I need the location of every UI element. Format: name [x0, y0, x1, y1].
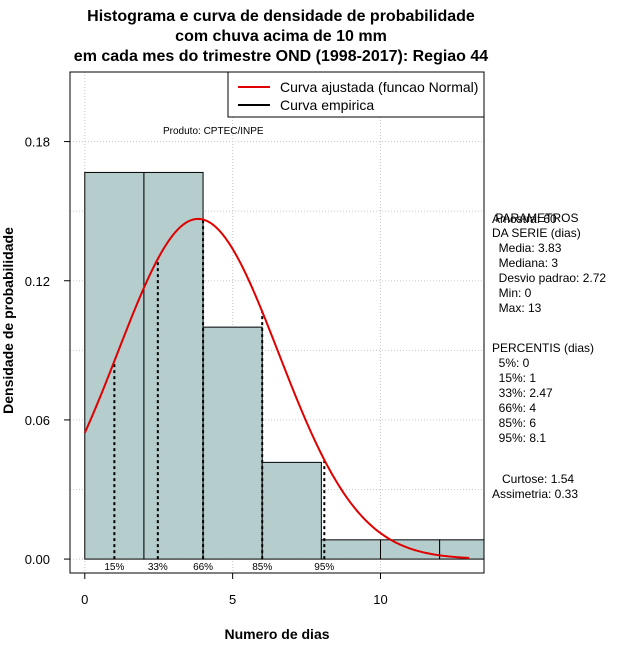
histogram-bar: [143, 171, 204, 560]
axes: 0 5 10 0.00 0.06 0.12 0.18: [25, 135, 388, 607]
percentile-lines: 15% 33% 66% 85% 95%: [104, 219, 334, 573]
percentile-label: 66%: [193, 562, 213, 573]
percentile-label: 15%: [104, 562, 124, 573]
sample-size: Amostra: 60: [492, 212, 557, 226]
percentile-label: 95%: [314, 562, 334, 573]
parameter-line: Min: 0: [492, 286, 532, 300]
percentile-stat-line: 5%: 0: [492, 356, 530, 370]
y-tick-label: 0.06: [25, 413, 50, 428]
histogram-bar: [202, 326, 263, 560]
percentile-stat-line: 85%: 6: [492, 416, 537, 430]
histogram-bar: [320, 539, 382, 560]
parameter-line: Media: 3.83: [492, 241, 562, 255]
title-line: em cada mes do trimestre OND (1998-2017)…: [74, 48, 489, 65]
y-tick-label: 0.18: [25, 135, 50, 150]
normal-curve-line: [83, 217, 470, 559]
parameter-line: Desvio padrao: 2.72: [492, 271, 607, 285]
y-axis-label: Densidade de probabilidade: [0, 227, 16, 414]
percentile-stat-line: 15%: 1: [492, 371, 537, 385]
shape-stat-line: Assimetria: 0.33: [492, 487, 579, 501]
percentile-stat-line: 33%: 2.47: [492, 386, 553, 400]
x-tick-label: 5: [229, 592, 236, 607]
y-tick-label: 0.00: [25, 552, 50, 567]
stats-percentiles: PERCENTIS (dias) 5%: 0 15%: 1 33%: 2.47 …: [492, 341, 594, 446]
legend-label: Curva ajustada (funcao Normal): [280, 79, 478, 95]
percentile-stat-line: 66%: 4: [492, 401, 537, 415]
chart-title: Histograma e curva de densidade de proba…: [74, 8, 489, 65]
parameter-line: Max: 13: [492, 301, 542, 315]
legend: Curva ajustada (funcao Normal) Curva empi…: [227, 71, 485, 118]
percentile-label: 33%: [148, 562, 168, 573]
parameter-line: DA SERIE (dias): [492, 226, 581, 240]
stats-shape: Curtose: 1.54 Assimetria: 0.33: [492, 472, 578, 502]
percentile-stat-line: PERCENTIS (dias): [492, 341, 595, 355]
legend-box: [227, 71, 485, 118]
stats-sample: Amostra: 60: [492, 182, 557, 242]
x-tick-label: 0: [81, 592, 88, 607]
x-tick-label: 10: [373, 592, 387, 607]
x-axis-label: Numero de dias: [224, 626, 329, 642]
percentile-stat-line: 95%: 8.1: [492, 431, 547, 445]
shape-stat-line: Curtose: 1.54: [492, 472, 575, 486]
normal-curve: [83, 217, 470, 559]
title-line: com chuva acima de 10 mm: [175, 28, 387, 45]
y-tick-label: 0.12: [25, 274, 50, 289]
parameter-line: PARAMETROS: [492, 211, 579, 225]
product-annotation: Produto: CPTEC/INPE: [163, 126, 264, 137]
stats-parameters: PARAMETROS DA SERIE (dias) Media: 3.83 Me…: [492, 211, 606, 316]
title-line: Histograma e curva de densidade de proba…: [87, 8, 475, 25]
percentile-label: 85%: [252, 562, 272, 573]
parameter-line: Mediana: 3: [492, 256, 559, 270]
legend-label: Curva empirica: [280, 97, 374, 113]
histogram-bar: [261, 461, 322, 560]
histogram-bars: [84, 171, 485, 560]
